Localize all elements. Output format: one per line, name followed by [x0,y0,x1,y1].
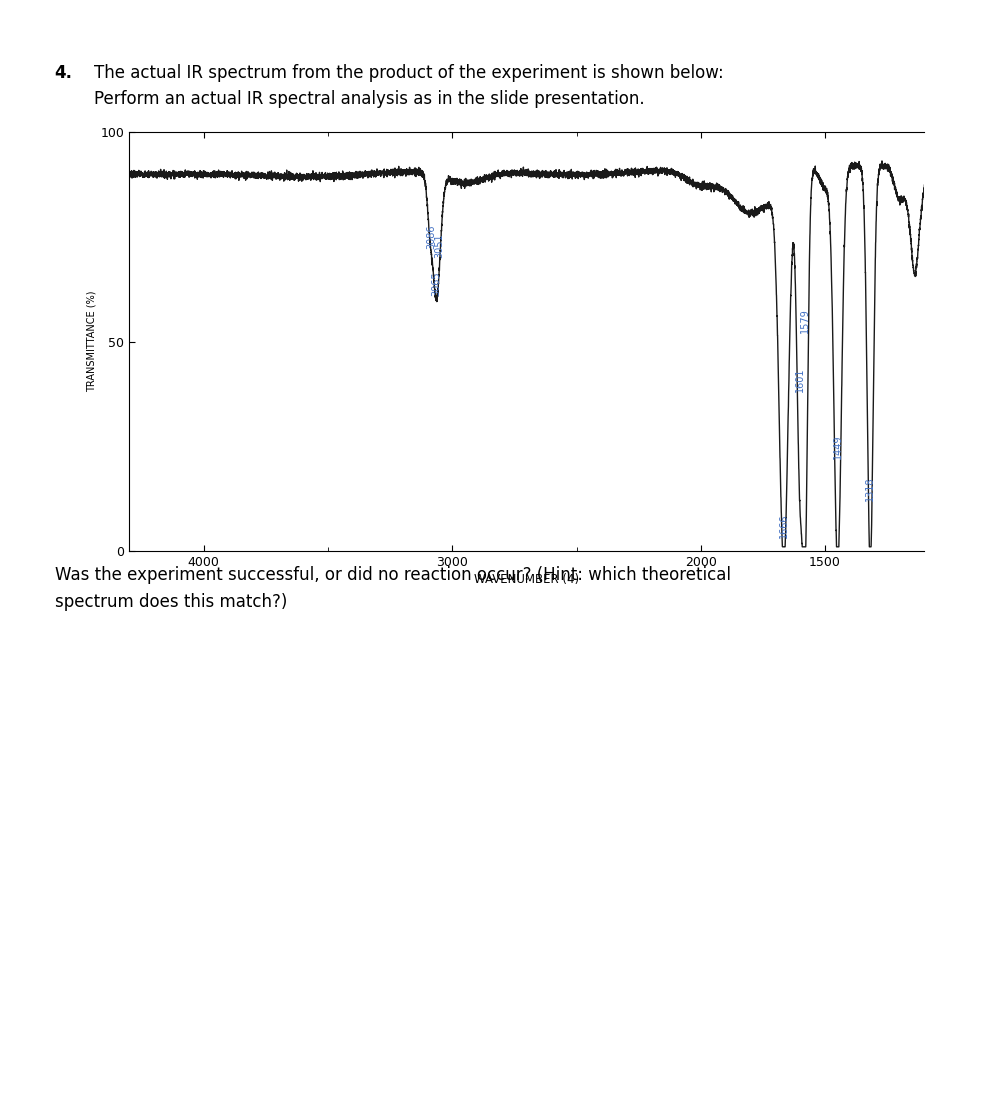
Text: 3051: 3051 [434,234,444,258]
Y-axis label: TRANSMITTANCE (%): TRANSMITTANCE (%) [86,291,96,392]
Text: 3065: 3065 [431,271,441,295]
X-axis label: WAVENUMBER (4): WAVENUMBER (4) [474,573,580,586]
Text: 1666: 1666 [778,514,789,539]
Text: 1318: 1318 [865,476,876,500]
Text: Was the experiment successful, or did no reaction occur? (Hint: which theoretica: Was the experiment successful, or did no… [55,566,731,584]
Text: The actual IR spectrum from the product of the experiment is shown below:: The actual IR spectrum from the product … [94,64,725,82]
Text: spectrum does this match?): spectrum does this match?) [55,593,287,611]
Text: Perform an actual IR spectral analysis as in the slide presentation.: Perform an actual IR spectral analysis a… [94,90,645,108]
Text: 1601: 1601 [795,367,805,392]
Text: 1579: 1579 [800,309,810,333]
Text: 1449: 1449 [833,434,843,458]
Text: 3086: 3086 [425,225,436,249]
Text: 4.: 4. [55,64,73,82]
